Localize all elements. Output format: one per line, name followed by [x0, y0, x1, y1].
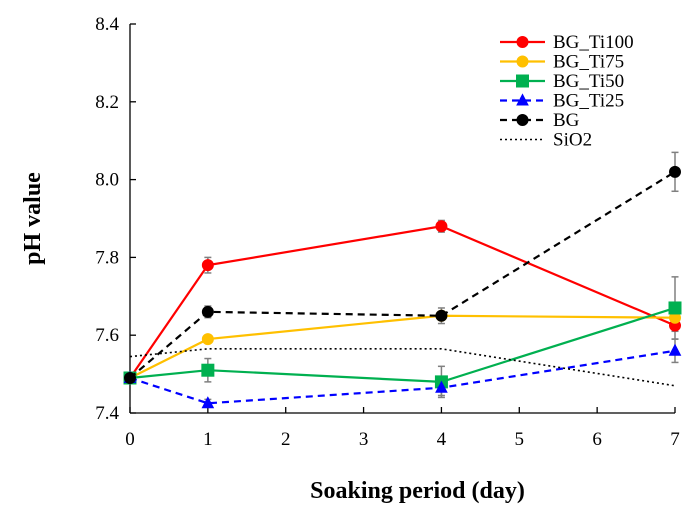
- x-axis-title: Soaking period (day): [310, 478, 525, 504]
- x-tick-label: 6: [592, 429, 602, 450]
- y-tick-label: 7.8: [95, 247, 119, 268]
- series-bg: [124, 165, 681, 384]
- y-axis-title: pH value: [20, 172, 46, 265]
- legend-marker: [516, 93, 529, 106]
- legend-marker: [516, 114, 529, 126]
- data-point: [201, 259, 214, 272]
- series-line: [129, 348, 676, 387]
- series-sio2: [129, 348, 676, 387]
- x-tick-label: 5: [515, 429, 525, 450]
- data-point: [201, 333, 214, 346]
- series-line: [129, 314, 676, 379]
- y-tick-label: 8.4: [95, 14, 119, 35]
- y-tick-label: 8.0: [95, 170, 119, 191]
- x-tick-label: 3: [359, 429, 369, 450]
- data-point: [435, 380, 448, 393]
- axes: 7.4 7.6 7.8 8.0 8.2 8.4 0 1 2 3 4 5 6 7: [95, 14, 680, 450]
- data-point: [201, 305, 214, 318]
- x-tick-label: 7: [670, 429, 680, 450]
- legend-item: BG: [500, 110, 580, 131]
- legend-label: BG_Ti50: [553, 71, 624, 92]
- legend-label: BG_Ti100: [553, 32, 634, 53]
- series-line: [129, 306, 676, 383]
- data-point: [201, 396, 215, 409]
- series-line: [129, 225, 676, 379]
- legend-item: BG_Ti75: [500, 52, 624, 73]
- legend-item: BG_Ti100: [500, 32, 634, 53]
- x-tick-label: 4: [437, 429, 447, 450]
- data-point: [435, 309, 448, 322]
- y-tick-label: 7.4: [95, 403, 119, 424]
- data-point: [669, 165, 681, 178]
- data-point: [435, 220, 448, 233]
- legend-item: SiO2: [500, 130, 592, 151]
- legend-marker: [516, 55, 529, 68]
- series-group: [123, 151, 682, 409]
- series-line: [129, 170, 676, 379]
- legend-marker: [516, 36, 529, 48]
- y-tick-label: 7.6: [95, 325, 119, 346]
- legend-item: BG_Ti25: [500, 91, 624, 112]
- data-point: [201, 363, 215, 377]
- legend-label: BG_Ti75: [553, 52, 624, 73]
- series-line: [129, 349, 676, 405]
- x-tick-label: 2: [281, 429, 291, 450]
- data-point: [124, 371, 136, 384]
- data-point: [668, 301, 682, 315]
- legend-item: BG_Ti50: [500, 71, 624, 92]
- x-tick-label: 0: [125, 429, 135, 450]
- legend-marker: [516, 74, 529, 88]
- x-tick-label: 1: [203, 429, 213, 450]
- legend-label: BG_Ti25: [553, 91, 624, 112]
- data-point: [668, 343, 682, 356]
- y-tick-label: 8.2: [95, 92, 119, 113]
- legend-label: BG: [553, 110, 580, 131]
- legend-label: SiO2: [553, 130, 592, 151]
